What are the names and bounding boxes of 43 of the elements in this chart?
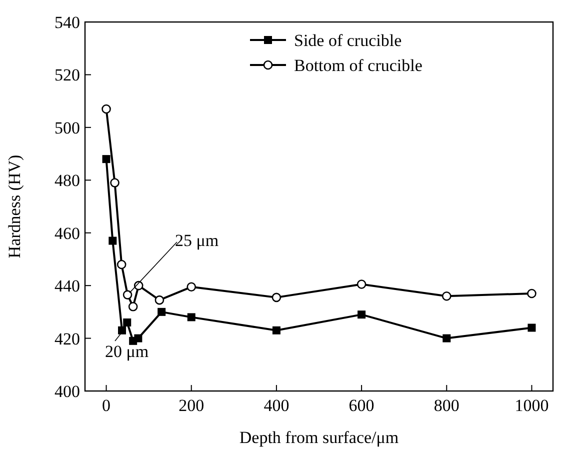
x-tick-label: 800: [434, 396, 460, 415]
annotation: 20 μm: [105, 342, 149, 361]
point: [122, 290, 132, 300]
point: [102, 155, 110, 164]
point: [442, 334, 451, 342]
x-tick-label: 200: [178, 396, 204, 415]
y-tick-label: 400: [54, 382, 80, 401]
point: [102, 104, 111, 114]
point: [442, 291, 452, 301]
y-tick-label: 460: [54, 224, 80, 243]
point: [123, 318, 132, 326]
point: [154, 295, 164, 305]
point: [158, 308, 166, 316]
point: [358, 310, 366, 319]
point: [356, 280, 366, 289]
point: [272, 326, 280, 334]
point: [187, 313, 196, 322]
point: [110, 178, 120, 188]
y-tick-label: 520: [54, 66, 80, 85]
point: [118, 326, 126, 334]
point: [527, 288, 536, 298]
point: [186, 282, 196, 292]
y-tick-label: 420: [54, 329, 80, 348]
point: [134, 280, 144, 290]
point: [272, 292, 282, 302]
y-axis-title: Hardness (HV): [5, 154, 24, 258]
point: [108, 236, 117, 245]
y-tick-label: 480: [54, 171, 80, 190]
x-tick-label: 600: [348, 396, 374, 415]
annotation: 25 μm: [175, 231, 219, 250]
x-axis-title: Depth from surface/μm: [239, 428, 399, 447]
point: [116, 260, 126, 270]
legend-label: Side of crucible: [294, 31, 402, 50]
x-tick-label: 1000: [514, 396, 549, 415]
point: [528, 324, 536, 332]
y-tick-label: 440: [54, 276, 80, 296]
y-tick-label: 500: [54, 118, 80, 138]
point: [128, 302, 138, 312]
legend-label: Bottom of crucible: [294, 56, 422, 75]
point: [134, 334, 142, 342]
y-tick-label: 540: [54, 13, 80, 32]
x-tick-label: 400: [264, 396, 290, 415]
x-tick-label: 0: [102, 396, 111, 415]
